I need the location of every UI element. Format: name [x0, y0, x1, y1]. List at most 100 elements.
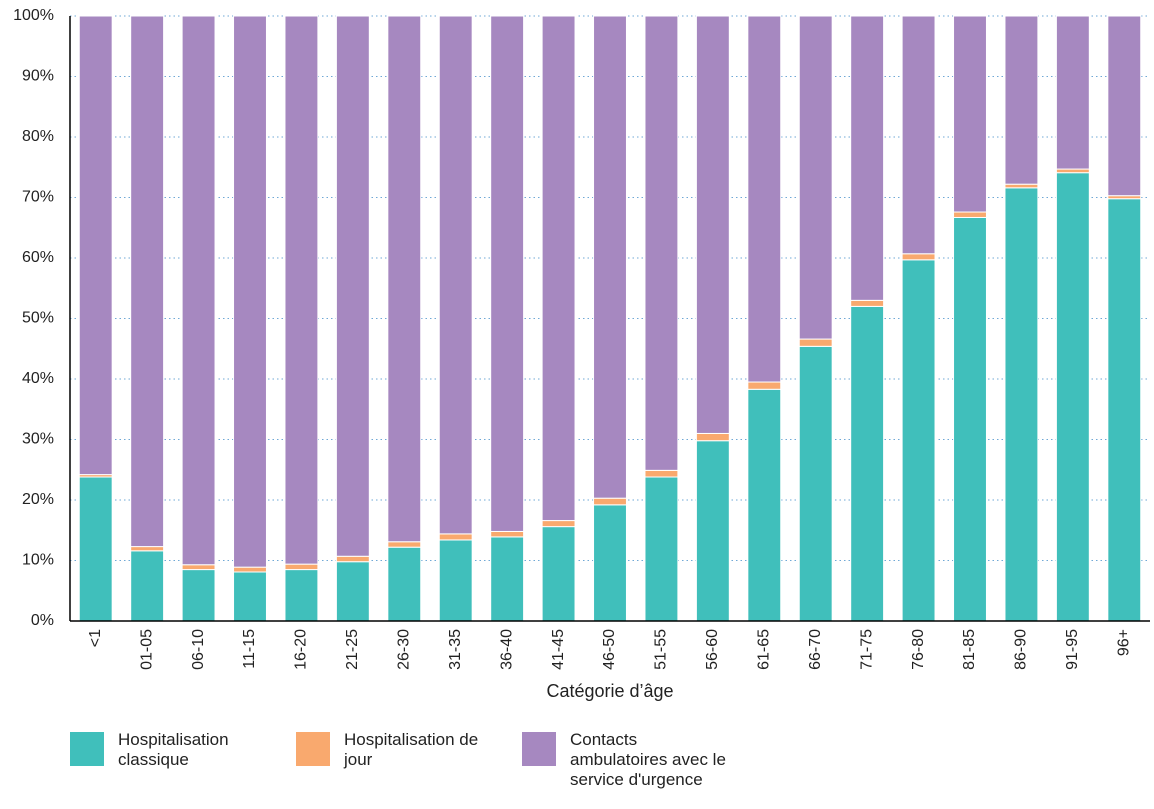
- bar-segment: [284, 563, 319, 571]
- bar-segment: [850, 299, 885, 307]
- bar-segment: [438, 533, 473, 541]
- bar-segment: [438, 15, 473, 535]
- bar-segment: [1004, 183, 1039, 189]
- x-tick-label: 06-10: [190, 629, 207, 670]
- bar-segment: [541, 520, 576, 528]
- bar-segment: [181, 15, 216, 566]
- bar-segment: [798, 345, 833, 622]
- bar-segment: [695, 432, 730, 442]
- bar-segment: [850, 15, 885, 301]
- bar-segment: [541, 526, 576, 622]
- bar-segment: [644, 476, 679, 622]
- bar-segment: [438, 539, 473, 622]
- y-tick-label: 70%: [22, 189, 54, 206]
- y-tick-label: 100%: [13, 7, 54, 24]
- legend-item: Contacts ambulatoires avec le service d'…: [522, 730, 730, 790]
- bar-segment: [541, 15, 576, 522]
- legend: Hospitalisation classique Hospitalisation…: [70, 730, 758, 790]
- legend-label: Hospitalisation classique: [118, 730, 229, 769]
- x-tick-label: <1: [87, 629, 104, 647]
- bar-segment: [1055, 168, 1090, 174]
- x-tick-label: 56-60: [704, 629, 721, 670]
- bar-segment: [181, 569, 216, 622]
- x-tick-label: 36-40: [498, 629, 515, 670]
- y-tick-label: 0%: [31, 612, 54, 629]
- legend-swatch: [522, 732, 556, 766]
- bar-segment: [284, 569, 319, 622]
- x-tick-label: 41-45: [550, 629, 567, 670]
- bar-segment: [490, 530, 525, 538]
- bar-segment: [387, 541, 422, 548]
- x-tick-label: 71-75: [858, 629, 875, 670]
- bar-segment: [901, 253, 936, 261]
- bar-segment: [233, 566, 267, 573]
- bar-segment: [387, 15, 422, 543]
- x-tick-label: 31-35: [447, 629, 464, 670]
- bar-segment: [181, 564, 216, 571]
- bar-segment: [130, 546, 165, 552]
- x-tick-label: 11-15: [241, 629, 258, 669]
- x-tick-label: 76-80: [910, 629, 927, 670]
- bar-segment: [747, 388, 782, 622]
- bar-segment: [953, 216, 987, 622]
- x-tick-label: 26-30: [396, 629, 413, 670]
- legend-swatch: [70, 732, 104, 766]
- bar-segment: [490, 15, 525, 532]
- y-tick-label: 90%: [22, 68, 54, 85]
- bar-segment: [1107, 198, 1142, 622]
- bar-segment: [78, 15, 113, 476]
- bar-segment: [644, 469, 679, 478]
- legend-item: Hospitalisation classique: [70, 730, 268, 790]
- bar-segment: [593, 15, 627, 499]
- bar-segment: [1004, 15, 1039, 185]
- bar-segment: [387, 546, 422, 622]
- y-tick-label: 30%: [22, 431, 54, 448]
- bar-segment: [78, 476, 113, 622]
- bar-segment: [695, 440, 730, 622]
- x-tick-label: 86-90: [1013, 629, 1030, 670]
- bar-segment: [953, 15, 987, 213]
- bar-segment: [747, 15, 782, 383]
- x-axis-title: Catégorie d’âge: [546, 681, 673, 701]
- bar-segment: [335, 15, 370, 557]
- legend-label: Hospitalisation de jour: [344, 730, 479, 769]
- x-tick-label: 96+: [1116, 629, 1133, 656]
- bar-segment: [490, 536, 525, 622]
- bar-segment: [593, 504, 627, 622]
- bar-segment: [593, 497, 627, 506]
- bar-segment: [953, 211, 987, 218]
- bar-segment: [798, 338, 833, 347]
- bar-segment: [233, 15, 267, 568]
- y-tick-label: 20%: [22, 491, 54, 508]
- x-tick-label: 01-05: [138, 629, 155, 670]
- bar-segment: [901, 259, 936, 622]
- x-tick-label: 46-50: [601, 629, 618, 670]
- legend-item: Hospitalisation de jour: [296, 730, 494, 790]
- y-tick-label: 60%: [22, 249, 54, 266]
- bar-segment: [335, 555, 370, 563]
- y-tick-label: 50%: [22, 310, 54, 327]
- bar-segment: [284, 15, 319, 565]
- y-tick-label: 80%: [22, 128, 54, 145]
- bar-segment: [1055, 172, 1090, 622]
- x-tick-label: 21-25: [344, 629, 361, 670]
- bar-segment: [1107, 15, 1142, 197]
- x-tick-label: 16-20: [293, 629, 310, 670]
- legend-label: Contacts ambulatoires avec le service d'…: [570, 730, 726, 789]
- y-tick-label: 10%: [22, 552, 54, 569]
- bar-segment: [233, 571, 267, 622]
- bar-segment: [901, 15, 936, 255]
- chart: Catégorie d’âge 0% 10% 20% 30% 40% 50% 60% 70% 8…: [13, 7, 1150, 701]
- bar-segment: [850, 305, 885, 622]
- x-tick-label: 81-85: [961, 629, 978, 670]
- bar-segment: [130, 15, 165, 548]
- y-tick-label: 40%: [22, 370, 54, 387]
- bar-segment: [644, 15, 679, 471]
- x-tick-label: 61-65: [756, 629, 773, 670]
- bar-segment: [335, 561, 370, 622]
- bar-segment: [1055, 15, 1090, 170]
- x-tick-label: 66-70: [807, 629, 824, 670]
- bar-segment: [130, 550, 165, 622]
- x-tick-label: 91-95: [1064, 629, 1081, 670]
